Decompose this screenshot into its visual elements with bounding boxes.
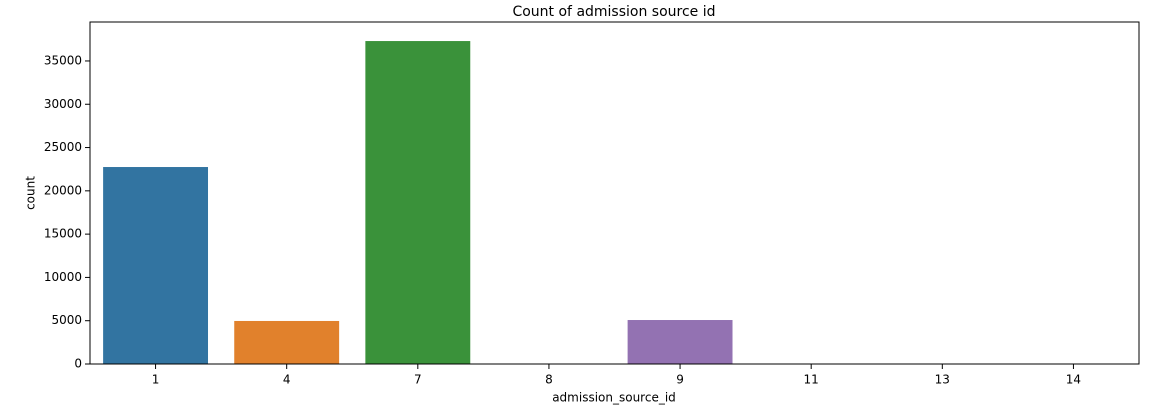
x-tick-label: 7 — [414, 373, 422, 387]
x-tick-label: 8 — [545, 373, 553, 387]
y-tick-label: 0 — [74, 357, 82, 371]
bar — [234, 320, 340, 364]
chart-title: Count of admission source id — [512, 4, 715, 20]
bar — [365, 41, 471, 365]
x-tick-label: 9 — [676, 373, 684, 387]
x-tick-label: 1 — [152, 373, 160, 387]
bar — [103, 167, 209, 364]
y-tick-label: 15000 — [44, 227, 82, 241]
y-tick-label: 5000 — [51, 313, 82, 327]
x-tick-label: 11 — [804, 373, 819, 387]
y-tick-label: 25000 — [44, 140, 82, 154]
x-axis-label: admission_source_id — [552, 391, 676, 405]
x-tick-label: 14 — [1066, 373, 1081, 387]
y-tick-label: 20000 — [44, 183, 82, 197]
plot-frame — [89, 21, 1140, 365]
y-tick-label: 30000 — [44, 97, 82, 111]
x-tick-label: 13 — [935, 373, 950, 387]
bar — [627, 320, 733, 364]
y-tick-label: 10000 — [44, 270, 82, 284]
x-tick-label: 4 — [283, 373, 291, 387]
y-tick-label: 35000 — [44, 53, 82, 67]
y-axis-label: count — [24, 176, 38, 210]
